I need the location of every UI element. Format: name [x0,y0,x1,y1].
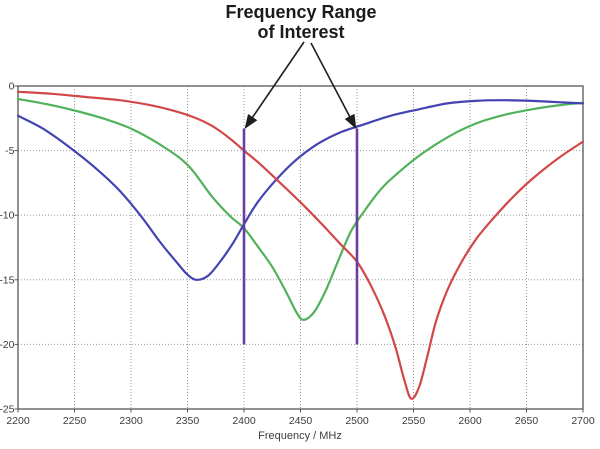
y-tick-label: -25 [0,404,15,416]
x-tick-label: 2200 [6,415,30,427]
series-blue-trace [16,99,585,281]
chart-annotation-line1: Frequency Range [225,2,377,22]
chart-annotation-line2: of Interest [257,22,345,42]
x-tick-label: 2700 [571,415,595,427]
y-tick-label: 0 [9,81,15,93]
x-tick-label: 2600 [458,415,482,427]
x-axis-label: Frequency / MHz [258,430,342,442]
y-tick-label: -20 [0,339,15,351]
x-tick-label: 2250 [63,415,87,427]
x-tick-label: 2550 [402,415,426,427]
annotation-arrow-2500 [310,42,357,130]
annotation-arrow-2400 [244,41,305,129]
series-green-trace [16,97,585,322]
series-red-trace [16,90,585,400]
y-tick-label: -15 [0,274,15,286]
x-tick-label: 2350 [176,415,200,427]
x-tick-label: 2300 [119,415,143,427]
x-tick-label: 2650 [515,415,539,427]
chart-annotation-title: Frequency Range of Interest [225,2,376,42]
y-tick-label: -10 [0,210,15,222]
x-tick-label: 2500 [345,415,369,427]
x-tick-label: 2400 [232,415,256,427]
y-tick-label: -5 [5,145,14,157]
x-tick-label: 2450 [289,415,313,427]
